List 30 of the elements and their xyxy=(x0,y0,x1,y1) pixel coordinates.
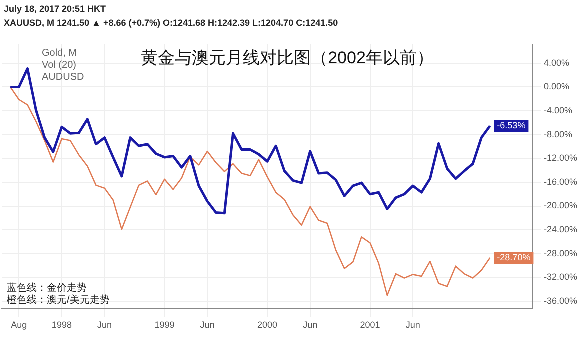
x-tick-label: Jun xyxy=(200,320,215,330)
y-tick-label: -8.00% xyxy=(544,129,573,140)
y-tick-label: -28.00% xyxy=(544,248,578,258)
y-tick-label: -24.00% xyxy=(544,224,578,235)
x-tick-label: Jun xyxy=(303,320,318,330)
annotation: 橙色线：澳元/美元走势 xyxy=(7,294,110,306)
y-tick-label: -32.00% xyxy=(544,272,578,282)
data-label: -28.70% xyxy=(497,252,531,263)
x-tick-label: 1998 xyxy=(52,320,72,330)
y-tick-label: -4.00% xyxy=(544,106,573,116)
chart-title: 黄金与澳元月线对比图（2002年以前） xyxy=(141,48,434,68)
text: July 18, 2017 20:51 HKT xyxy=(4,3,108,16)
x-tick-label: Jun xyxy=(406,320,420,330)
text: XAUUSD, M 1241.50 ▲ +8.66 (+0.7%) O:1241.68 H:1242.39 L:1204.70 C:1241.50 xyxy=(4,17,340,30)
y-tick-label: 4.00% xyxy=(544,58,570,68)
y-tick-label: -20.00% xyxy=(544,200,578,211)
annotation: Vol (20) xyxy=(42,60,76,72)
y-tick-label: 0.00% xyxy=(544,82,570,92)
y-tick-label: -36.00% xyxy=(544,296,578,306)
y-tick-label: -12.00% xyxy=(544,153,578,164)
x-tick-label: 2000 xyxy=(257,320,278,330)
x-tick-label: 2001 xyxy=(360,320,380,330)
annotation: AUDUSD xyxy=(42,72,84,84)
x-tick-label: Jun xyxy=(98,320,112,330)
x-tick-label: Aug xyxy=(11,320,28,330)
annotation: Gold, M xyxy=(42,48,78,60)
annotation: 蓝色线：金价走势 xyxy=(7,282,87,294)
data-label: -6.53% xyxy=(497,120,526,131)
y-tick-label: -16.00% xyxy=(544,176,578,187)
x-tick-label: 1999 xyxy=(154,320,175,330)
